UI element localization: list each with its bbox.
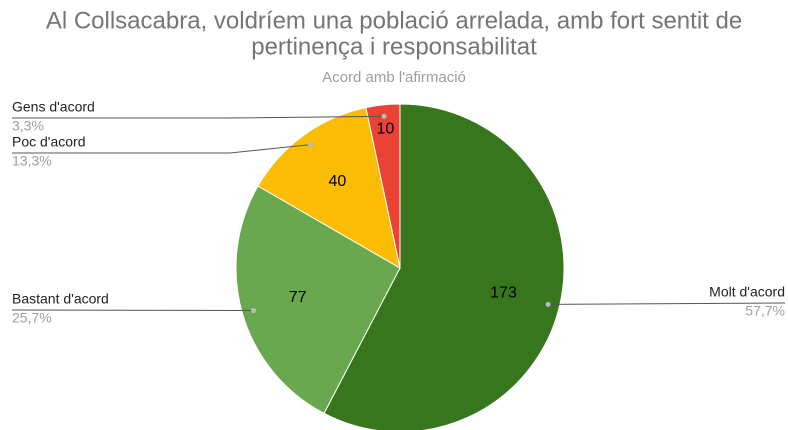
pie-slice: [323, 103, 565, 430]
percent-label: 57,7%: [745, 303, 785, 319]
leader-line: [12, 144, 311, 154]
leader-line: [12, 115, 385, 119]
value-label: 77: [289, 289, 307, 306]
pie-slice: [365, 103, 401, 269]
leader-line: [548, 302, 786, 305]
leader-dot: [381, 113, 387, 119]
percent-label: 25,7%: [12, 310, 52, 326]
value-label: 40: [328, 173, 346, 190]
category-label: Bastant d'acord: [12, 291, 109, 307]
pie-slice: [257, 106, 401, 269]
chart-title: Al Collsacabra, voldríem una població ar…: [46, 7, 742, 34]
chart-title: pertinença i responsabilitat: [251, 33, 537, 60]
chart-subtitle: Acord amb l'afirmació: [322, 69, 466, 86]
percent-label: 13,3%: [12, 153, 52, 169]
leader-dot: [307, 142, 313, 148]
leader-line: [11, 309, 254, 312]
leader-dot: [251, 308, 257, 314]
category-label: Molt d'acord: [709, 284, 785, 300]
pie-slice: [235, 185, 401, 415]
leader-dot: [545, 301, 551, 307]
percent-label: 3,3%: [12, 118, 44, 134]
category-label: Gens d'acord: [12, 99, 95, 115]
value-label: 173: [490, 285, 517, 302]
category-label: Poc d'acord: [12, 134, 86, 150]
value-label: 10: [377, 121, 395, 138]
